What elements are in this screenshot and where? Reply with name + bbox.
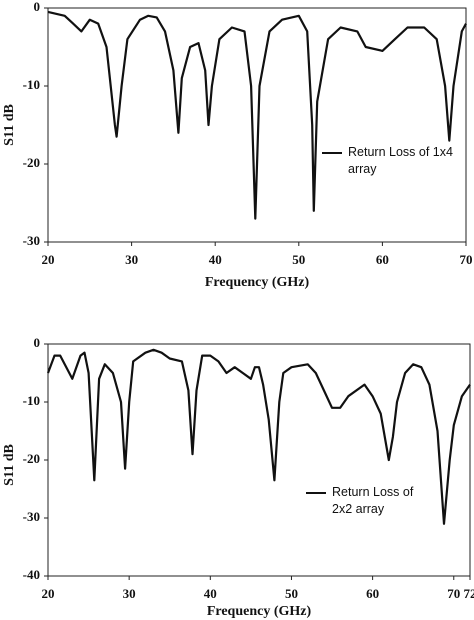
series-line: [47, 10, 467, 220]
y-axis-label: S11 dB: [2, 444, 17, 486]
x-tick-label: 60: [366, 586, 379, 601]
plot-frame: [47, 343, 471, 577]
y-tick-label: -10: [23, 77, 40, 92]
y-tick-label: -40: [23, 567, 40, 582]
y-tick-label: -20: [23, 155, 40, 170]
x-tick-label: 72: [464, 586, 474, 601]
y-tick-label: -20: [23, 451, 40, 466]
y-tick-label: 0: [34, 0, 41, 14]
legend-entry: Return Loss of 2x2 array: [306, 484, 436, 518]
x-tick-label: 30: [123, 586, 136, 601]
y-tick-label: -30: [23, 233, 40, 248]
y-tick-label: 0: [34, 335, 41, 350]
legend-entry: Return Loss of 1x4 array: [322, 144, 466, 178]
x-tick-label: 40: [209, 252, 222, 267]
x-tick-label: 30: [125, 252, 138, 267]
x-tick-label: 60: [376, 252, 389, 267]
y-tick-label: -10: [23, 393, 40, 408]
x-tick-label: 50: [285, 586, 298, 601]
y-axis-label: S11 dB: [2, 104, 17, 146]
series-line: [46, 348, 471, 525]
y-tick-label: -30: [23, 509, 40, 524]
x-tick-label: 20: [42, 586, 55, 601]
x-tick-label: 70: [447, 586, 460, 601]
plot-frame: [47, 7, 467, 243]
x-tick-label: 40: [204, 586, 217, 601]
x-axis-label: Frequency (GHz): [205, 275, 310, 290]
x-tick-label: 20: [42, 252, 55, 267]
x-tick-label: 70: [460, 252, 473, 267]
x-axis-label: Frequency (GHz): [207, 604, 312, 619]
x-tick-label: 50: [292, 252, 305, 267]
